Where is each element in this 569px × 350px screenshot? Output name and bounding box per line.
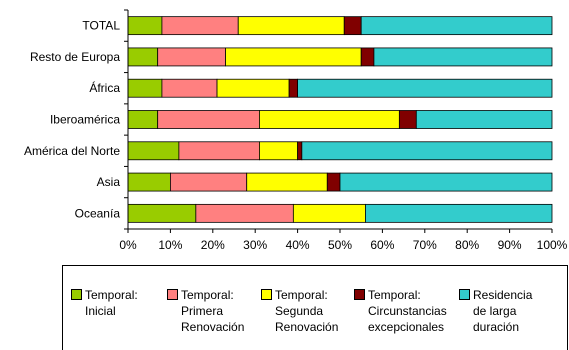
category-label: Asia [97,175,121,189]
bar-segment [365,203,553,223]
bar-segment [246,172,328,192]
bar-segment [415,110,553,129]
bar-segment [127,203,197,223]
x-tick-label: 50% [328,238,352,252]
category-label: Iberoamérica [50,113,120,127]
legend-swatch [459,289,470,300]
stacked-bar-chart: TOTAL Resto de Europa África Iberoamérica Am… [24,9,568,252]
bar-segment [326,172,341,192]
category-label: África [89,80,120,95]
category-label: Resto de Europa [30,50,120,64]
legend-swatch [71,289,82,300]
legend: Temporal: Inicial Temporal: Primera Renov… [62,265,568,350]
bar-segment [161,78,218,98]
x-tick-label: 100% [537,238,568,252]
x-tick-label: 80% [455,238,479,252]
bar-segment [373,47,553,67]
bar-segment [195,203,294,223]
x-tick-label: 0% [119,238,137,252]
bar-segment [161,16,239,36]
bar-segment [339,172,553,192]
bar-segment [360,47,375,67]
bar-segment [237,16,345,36]
bar-segment [259,110,400,129]
legend-label: Temporal: Primera Renovación [181,288,245,334]
legend-item: Temporal: Inicial [71,287,138,319]
bar-segment [127,110,159,129]
x-tick-label: 10% [158,238,182,252]
legend-label: Temporal: Circunstancias excepcionales [368,288,447,334]
bar-segment [127,16,163,36]
x-tick-label: 70% [413,238,437,252]
bar-segment [127,78,163,98]
bar-segment [157,110,260,129]
bar-segment [127,47,159,67]
legend-swatch [261,289,272,300]
x-tick-label: 20% [201,238,225,252]
category-label: Oceanía [75,206,121,220]
bar-segment [288,78,298,98]
bar-segment [259,141,299,161]
x-tick-label: 30% [243,238,267,252]
bar-segment [343,16,362,36]
bar-segment [297,78,553,98]
legend-item: Temporal: Circunstancias excepcionales [354,287,447,335]
bar-segment [297,141,303,161]
x-tick-label: 60% [370,238,394,252]
legend-item: Temporal: Segunda Renovación [261,287,338,335]
legend-label: Temporal: Segunda Renovación [275,288,339,334]
x-tick-label: 40% [286,238,310,252]
bar-segment [301,141,553,161]
bar-segment [157,47,226,67]
x-tick-label: 90% [498,238,522,252]
legend-item: Residencia de larga duración [459,287,532,335]
bar-segment [169,172,248,192]
legend-label: Residencia de larga duración [473,288,533,334]
bar-segment [216,78,290,98]
category-label: América del Norte [24,144,120,158]
bar-segment [127,141,180,161]
bar-segment [225,47,362,67]
bar-segment [360,16,553,36]
legend-label: Temporal: Inicial [85,288,138,318]
bar-segment [292,203,366,223]
legend-item: Temporal: Primera Renovación [167,287,244,335]
bar-segment [398,110,417,129]
legend-swatch [354,289,365,300]
legend-swatch [167,289,178,300]
bar-segment [127,172,171,192]
category-label: TOTAL [82,19,120,33]
bar-segment [178,141,260,161]
